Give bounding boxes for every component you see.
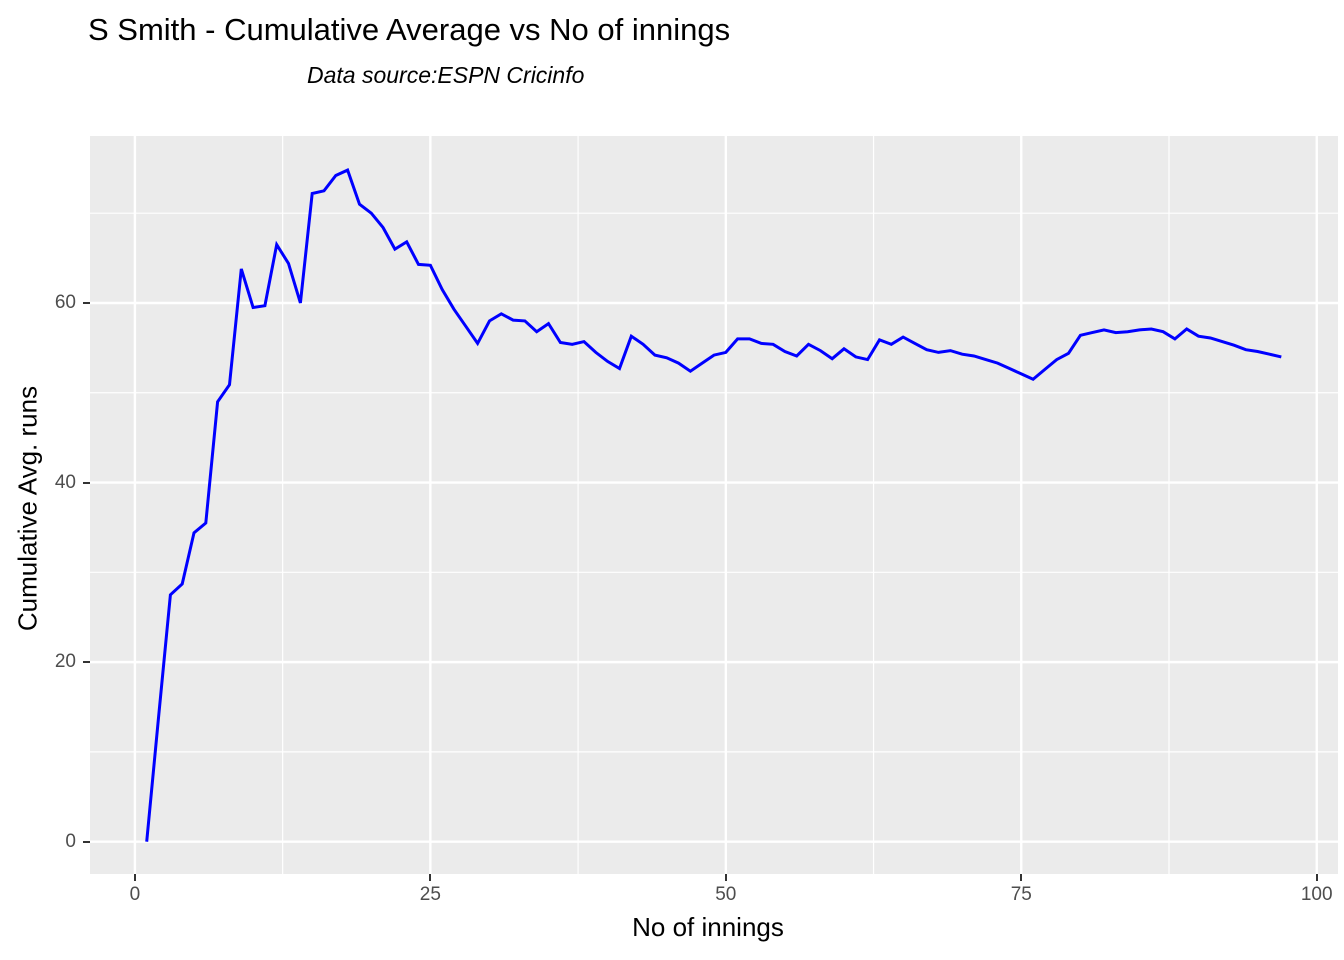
x-axis-tick-mark [1020, 874, 1023, 881]
cumulative-average-line [145, 168, 1282, 842]
y-axis-tick-mark [83, 661, 90, 664]
chart-subtitle: Data source:ESPN Cricinfo [307, 62, 585, 88]
plot-panel [90, 136, 1338, 874]
y-axis-title: Cumulative Avg. runs [12, 385, 43, 632]
y-axis-tick-label: 40 [54, 471, 76, 493]
x-axis-tick-mark [724, 874, 727, 881]
x-axis-tick-label: 50 [715, 884, 737, 905]
y-axis-tick-mark [83, 301, 90, 304]
chart-title: S Smith - Cumulative Average vs No of in… [88, 12, 731, 47]
y-axis-tick-label: 0 [65, 830, 76, 852]
x-axis-tick-label: 75 [1010, 884, 1032, 905]
x-axis-tick-mark [133, 874, 136, 881]
y-axis-tick-label: 20 [54, 651, 76, 673]
x-axis-tick-mark [1315, 874, 1318, 881]
x-axis-tick-label: 0 [129, 884, 141, 905]
x-axis-tick-label: 25 [419, 884, 441, 905]
y-axis-tick-label: 60 [54, 291, 76, 313]
x-axis-tick-mark [429, 874, 432, 881]
x-axis-title: No of innings [632, 912, 784, 942]
y-axis-tick-mark [83, 840, 90, 843]
line-plot-canvas [90, 136, 1338, 874]
y-axis-tick-mark [83, 481, 90, 484]
x-axis-tick-label: 100 [1300, 884, 1333, 905]
